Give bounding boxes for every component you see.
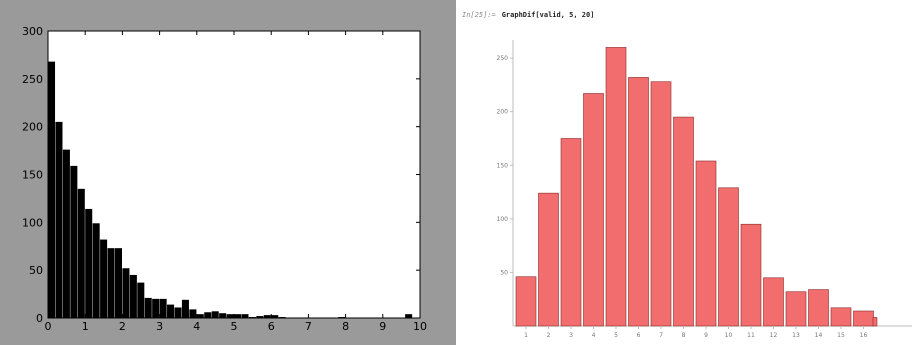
histogram-bar [278,317,286,318]
histogram-bar [219,313,227,318]
histogram-bar [338,317,346,318]
histogram-bar [85,208,93,318]
histogram-bar [538,192,559,327]
x-tick-label: 1 [524,332,528,339]
histogram-bar [256,316,264,318]
histogram-bar [204,312,212,318]
histogram-bar [114,248,122,318]
histogram-bar [55,121,63,318]
x-tick-label: 3 [156,320,163,333]
histogram-bar [605,47,627,327]
histogram-bar [129,274,137,318]
x-tick-label: 8 [682,332,686,339]
input-command[interactable]: GraphDif[valid, 5, 20] [501,11,595,19]
histogram-bar [673,116,694,327]
histogram-bar [77,188,85,318]
histogram-bar [152,298,160,318]
histogram-bar [189,309,197,318]
histogram-bar [853,310,874,327]
histogram-bar [122,268,130,318]
histogram-bar [144,297,152,318]
histogram-bar [785,291,807,327]
y-tick-label: 300 [22,25,43,38]
x-tick-label: 7 [659,332,663,339]
x-tick-label: 9 [704,332,708,339]
histogram-bar [70,165,78,318]
histogram-bar [167,304,175,318]
histogram-bar [515,276,537,327]
histogram-bar [271,315,279,318]
histogram-bar [211,311,219,318]
histogram-bar [808,289,829,327]
histogram-bar [763,277,784,327]
histogram-bar [159,298,167,318]
x-tick-label: 3 [569,332,573,339]
histogram-bar [100,239,108,318]
y-tick-label: 50 [500,269,508,276]
x-tick-label: 13 [792,332,800,339]
histogram-bar [174,307,182,318]
notebook-input-line: In[25]:= GraphDif[valid, 5, 20] [462,11,594,19]
y-tick-label: 150 [22,169,43,182]
histogram-bar [137,282,145,318]
x-tick-label: 4 [193,320,200,333]
histogram-bar [241,314,249,318]
histogram-bar [650,81,672,327]
histogram-bar [234,314,242,318]
histogram-bar [196,314,204,318]
histogram-bar [92,223,100,318]
y-tick-label: 100 [497,216,509,223]
x-tick-label: 12 [770,332,778,339]
histogram-bar [740,223,762,327]
input-label: In[25]:= [462,11,496,19]
x-tick-label: 4 [592,332,596,339]
histogram-bar [181,299,189,318]
x-tick-label: 9 [379,320,386,333]
x-tick-label: 10 [413,320,427,333]
x-tick-label: 2 [547,332,551,339]
histogram-bar [405,314,413,318]
x-tick-label: 10 [725,332,733,339]
x-tick-label: 8 [342,320,349,333]
histogram-bar [48,61,56,318]
histogram-bar [718,187,739,327]
y-tick-label: 250 [22,73,43,86]
x-tick-label: 11 [747,332,755,339]
y-tick-label: 200 [497,109,509,116]
x-tick-label: 0 [45,320,52,333]
x-tick-label: 1 [82,320,89,333]
y-tick-label: 150 [497,162,509,169]
histogram-bar [263,315,271,318]
y-tick-label: 200 [22,121,43,134]
histogram-bar [583,93,604,327]
x-tick-label: 15 [837,332,845,339]
y-tick-label: 50 [29,264,43,277]
histogram-bar [695,160,717,327]
x-tick-label: 6 [637,332,641,339]
histogram-bar [226,314,234,318]
x-tick-label: 16 [860,332,868,339]
histogram-bar-partial [872,317,878,327]
x-tick-label: 5 [231,320,238,333]
y-tick-label: 0 [36,312,43,325]
x-tick-label: 5 [614,332,618,339]
y-tick-label: 250 [497,55,509,62]
histogram-bar [830,307,852,327]
x-tick-label: 7 [305,320,312,333]
x-tick-label: 2 [119,320,126,333]
histogram-bar [62,149,70,318]
histogram-bar [628,77,649,327]
y-tick-label: 100 [22,216,43,229]
x-tick-label: 6 [268,320,275,333]
histogram-bar [560,138,582,327]
x-tick-label: 14 [815,332,823,339]
histogram-bar [107,248,115,318]
histogram-bar [248,317,256,318]
